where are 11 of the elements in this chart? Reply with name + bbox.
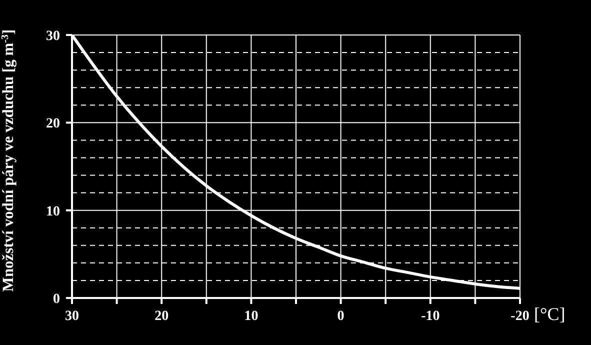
- y-tick-label: 10: [46, 204, 60, 220]
- x-tick-label: 10: [244, 309, 258, 324]
- x-tick-label: -10: [421, 309, 440, 324]
- x-tick-label: 0: [337, 309, 344, 324]
- y-tick-label: 30: [46, 29, 60, 44]
- y-tick-label: 0: [53, 292, 60, 307]
- x-tick-label: -20: [510, 309, 530, 324]
- x-tick-label: 20: [154, 309, 169, 324]
- x-tick-label: 30: [65, 309, 79, 324]
- y-tick-label: 20: [46, 116, 60, 132]
- x-axis-title: [°C]: [534, 304, 566, 324]
